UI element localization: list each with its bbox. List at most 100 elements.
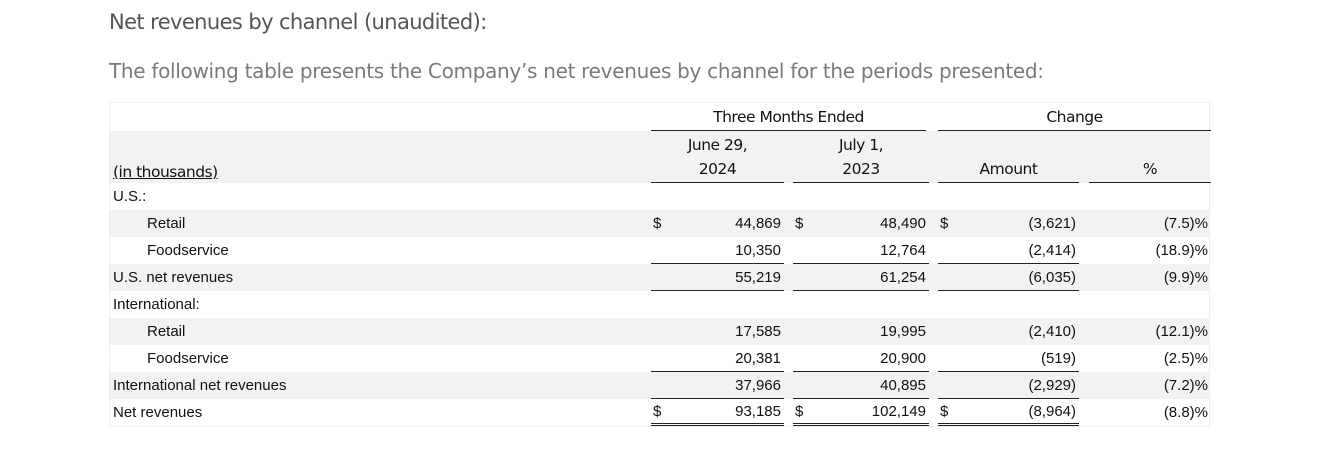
table-row: Foodservice 10,350 12,764 (2,414) (18.9)%	[110, 237, 1209, 264]
cell-june-2024: $44,869	[651, 210, 793, 237]
cell-value: 102,149	[871, 402, 926, 420]
currency-symbol: $	[795, 402, 804, 420]
cell-july-2023	[793, 183, 938, 210]
cell-change-percent: (9.9)%	[1089, 264, 1211, 291]
cell-june-2024	[651, 183, 793, 210]
column-header-percent-cell: %	[1089, 131, 1211, 183]
cell-change-amount: $ (8,964)	[938, 399, 1089, 426]
cell-change-percent: (2.5)%	[1089, 345, 1211, 372]
cell-value: (7.5)%	[1163, 215, 1208, 232]
cell-july-2023: $48,490	[793, 210, 938, 237]
cell-june-2024: 55,219	[651, 264, 793, 291]
cell-july-2023: 40,895	[793, 372, 938, 399]
cell-july-2023	[793, 291, 938, 318]
cell-value: 44,869	[735, 215, 781, 232]
column-header-2023-line2: 2023	[842, 159, 880, 178]
cell-change-amount	[938, 183, 1089, 210]
cell-change-percent: (18.9)%	[1089, 237, 1211, 264]
cell-july-2023: 19,995	[793, 318, 938, 345]
cell-july-2023: 61,254	[793, 264, 938, 291]
cell-value: 93,185	[735, 402, 781, 420]
currency-symbol: $	[653, 215, 662, 232]
cell-value: (2.5)%	[1163, 350, 1208, 367]
cell-value: (8,964)	[1028, 402, 1076, 420]
currency-symbol: $	[653, 402, 662, 420]
column-header-2024-line1: June 29,	[687, 135, 748, 154]
cell-july-2023: $102,149	[793, 399, 938, 426]
cell-change-amount	[938, 291, 1089, 318]
section-description: The following table presents the Company…	[109, 59, 1044, 83]
row-label: Net revenues	[113, 404, 203, 421]
units-label: (in thousands)	[113, 163, 218, 181]
table-row: U.S. net revenues 55,219 61,254 (6,035) (9.9…	[110, 264, 1209, 291]
row-label: U.S. net revenues	[113, 269, 234, 286]
cell-value: 20,381	[735, 349, 781, 367]
table-group-header-row: Three Months Ended Change	[110, 103, 1211, 131]
table-row: Retail 17,585 19,995 (2,410) (12.1)%	[110, 318, 1209, 345]
cell-value: (7.2)%	[1163, 377, 1208, 394]
cell-value: 20,900	[880, 349, 926, 367]
cell-value: 40,895	[880, 376, 926, 394]
row-label: International net revenues	[113, 377, 287, 394]
cell-june-2024: $93,185	[651, 399, 793, 426]
cell-value: 10,350	[735, 241, 781, 259]
cell-june-2024: 20,381	[651, 345, 793, 372]
section-title: Net revenues by channel (unaudited):	[109, 10, 487, 34]
cell-june-2024: 17,585	[651, 318, 793, 345]
cell-change-amount: (2,410)	[938, 318, 1089, 345]
cell-value: 19,995	[880, 323, 926, 340]
net-revenues-table: Three Months Ended Change (in thousands)…	[109, 102, 1211, 427]
cell-value: 55,219	[735, 268, 781, 286]
cell-change-percent	[1089, 183, 1211, 210]
cell-value: (9.9)%	[1163, 269, 1208, 286]
cell-july-2023: 20,900	[793, 345, 938, 372]
table-row: U.S.:	[110, 183, 1209, 210]
cell-june-2024: 10,350	[651, 237, 793, 264]
cell-change-percent: (7.5)%	[1089, 210, 1211, 237]
cell-value: 12,764	[880, 241, 926, 259]
header-change-group: Change	[938, 103, 1211, 131]
column-header-2024: June 29, 2024	[651, 131, 793, 183]
table-row: Net revenues $93,185 $102,149 $ (8,964) (8.8)…	[110, 399, 1209, 426]
cell-change-amount: $ (3,621)	[938, 210, 1089, 237]
row-label: Retail	[147, 215, 186, 232]
cell-change-percent: (12.1)%	[1089, 318, 1211, 345]
cell-value: (8.8)%	[1163, 404, 1208, 421]
header-period-group: Three Months Ended	[651, 103, 938, 131]
table-row: Foodservice 20,381 20,900 (519) (2.5)%	[110, 345, 1209, 372]
table-row: Retail $44,869 $48,490 $ (3,621) (7.5)%	[110, 210, 1209, 237]
cell-change-amount: (2,929)	[938, 372, 1089, 399]
row-label: U.S.:	[113, 188, 147, 205]
row-label: Foodservice	[147, 242, 229, 259]
cell-change-percent: (8.8)%	[1089, 399, 1211, 426]
cell-value: (519)	[1040, 349, 1076, 367]
table-column-header-row: (in thousands) June 29, 2024 July 1, 2023 …	[110, 131, 1211, 183]
header-change: Change	[938, 103, 1211, 131]
header-spacer	[110, 103, 651, 131]
cell-value: (6,035)	[1028, 268, 1076, 286]
cell-june-2024: 37,966	[651, 372, 793, 399]
cell-change-amount: (6,035)	[938, 264, 1089, 291]
cell-value: (2,929)	[1028, 376, 1076, 394]
cell-value: (2,410)	[1028, 323, 1076, 340]
cell-value: 61,254	[880, 268, 926, 286]
row-label: International:	[113, 296, 200, 313]
currency-symbol: $	[795, 215, 804, 232]
cell-change-amount: (2,414)	[938, 237, 1089, 264]
column-header-amount: Amount	[979, 160, 1038, 178]
currency-symbol: $	[940, 215, 949, 232]
cell-june-2024	[651, 291, 793, 318]
cell-change-percent: (7.2)%	[1089, 372, 1211, 399]
header-three-months-ended: Three Months Ended	[651, 103, 926, 131]
column-header-2024-line2: 2024	[698, 159, 737, 178]
cell-value: 37,966	[735, 376, 781, 394]
cell-value: 48,490	[880, 215, 926, 232]
cell-value: (18.9)%	[1155, 242, 1208, 259]
cell-value: (12.1)%	[1155, 323, 1208, 340]
cell-value: 17,585	[735, 323, 781, 340]
cell-july-2023: 12,764	[793, 237, 938, 264]
cell-change-percent	[1089, 291, 1211, 318]
column-header-percent: %	[1142, 160, 1158, 178]
table-row: International net revenues 37,966 40,895 (2…	[110, 372, 1209, 399]
table-row: International:	[110, 291, 1209, 318]
